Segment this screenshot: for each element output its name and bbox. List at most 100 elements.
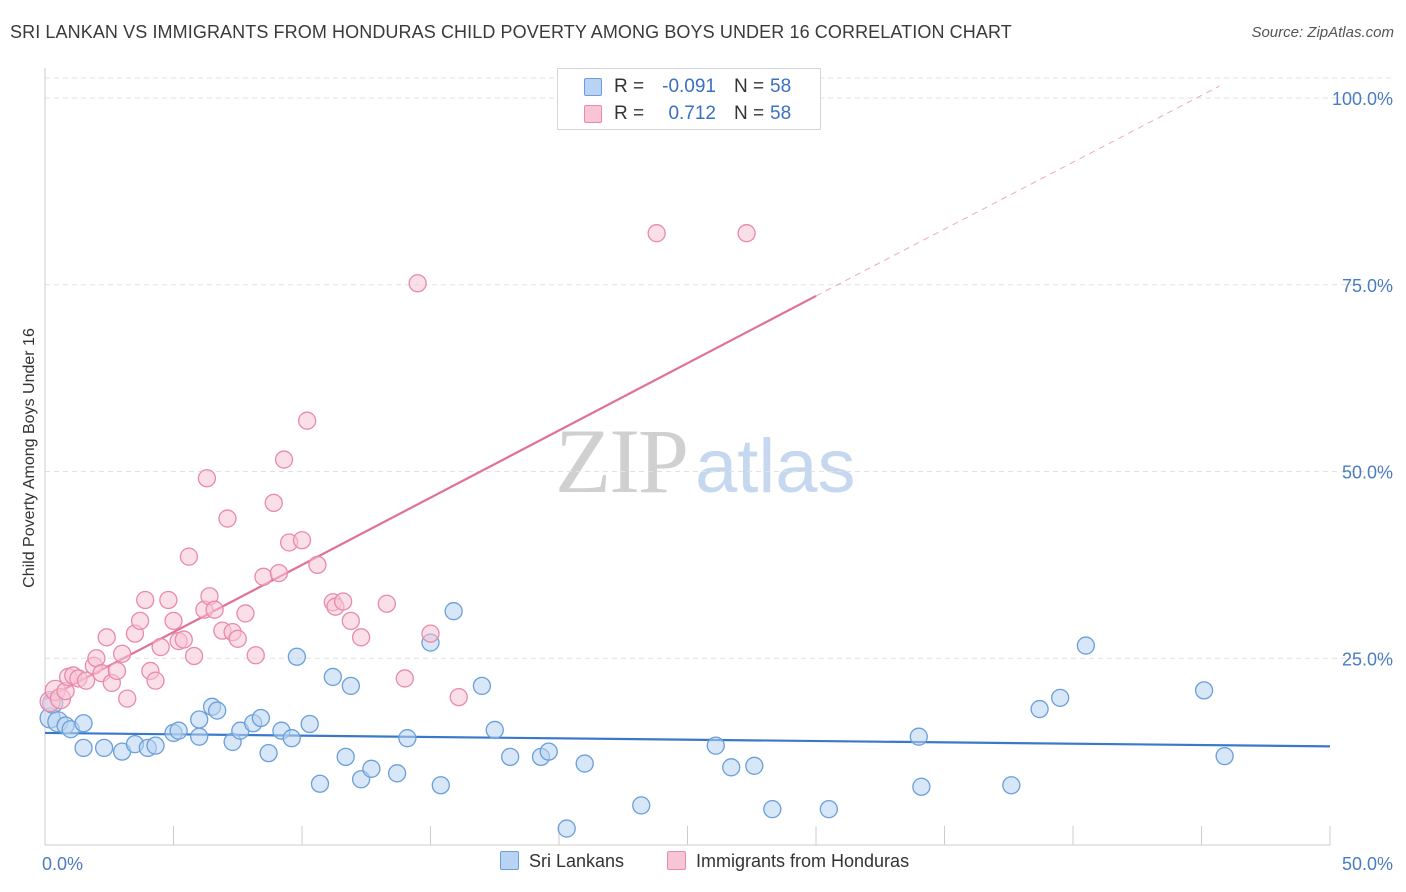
point-sri-lankans (1030, 699, 1049, 719)
point-honduras (184, 646, 204, 666)
point-honduras (647, 224, 666, 243)
point-sri-lankans (575, 754, 594, 773)
point-sri-lankans (287, 647, 307, 666)
tick-label-layer: 25.0% 50.0% 75.0% 100.0% 0.0% 50.0% (42, 89, 1393, 874)
point-honduras (236, 604, 255, 623)
point-sri-lankans (282, 729, 301, 748)
trend-line-sri-lankans (44, 731, 1331, 748)
y-tick-label: 75.0% (1342, 276, 1393, 296)
trend-layer (44, 85, 1331, 748)
source-label: Source: ZipAtlas.com (1251, 24, 1394, 41)
point-honduras (151, 637, 170, 657)
point-honduras (246, 646, 265, 665)
point-sri-lankans (763, 799, 782, 819)
point-sri-lankans (539, 742, 558, 761)
legend-n-value: 58 (770, 103, 792, 124)
point-sri-lankans (912, 777, 931, 796)
point-sri-lankans (431, 776, 450, 795)
point-honduras (205, 600, 224, 619)
legend-swatch-blue (500, 851, 519, 870)
point-sri-lankans (190, 727, 209, 746)
series-legend: Sri Lankans Immigrants from Honduras (0, 851, 1406, 879)
point-sri-lankans (387, 764, 407, 783)
y-tick-label: 100.0% (1332, 89, 1393, 109)
x-tick-label: 0.0% (42, 854, 83, 874)
point-honduras (118, 689, 137, 708)
point-sri-lankans (310, 774, 330, 793)
point-honduras (449, 687, 468, 707)
legend-n-label: N = (734, 76, 765, 97)
legend-item-label: Sri Lankans (529, 851, 625, 871)
point-sri-lankans (336, 747, 355, 767)
point-sri-lankans (1051, 688, 1070, 707)
point-sri-lankans (190, 710, 209, 729)
point-sri-lankans (362, 759, 381, 778)
point-sri-lankans (632, 796, 651, 815)
points-layer (39, 224, 1234, 838)
watermark: ZIP atlas (555, 408, 856, 514)
point-sri-lankans (146, 736, 165, 755)
point-honduras (297, 411, 317, 430)
point-honduras (107, 661, 127, 681)
point-honduras (159, 590, 178, 610)
point-honduras (308, 555, 327, 575)
point-sri-lankans (557, 819, 576, 838)
point-sri-lankans (74, 738, 93, 758)
legend-row-sri-lankans: R = -0.091 N = 58 (558, 74, 820, 100)
legend-n-value: 58 (770, 76, 792, 97)
grid-layer (45, 77, 1392, 659)
point-honduras (174, 630, 193, 649)
point-sri-lankans (259, 743, 278, 763)
point-honduras (341, 611, 360, 631)
y-tick-label: 50.0% (1342, 463, 1393, 483)
point-honduras (274, 450, 294, 469)
point-honduras (395, 669, 414, 688)
point-sri-lankans (745, 756, 764, 775)
point-honduras (179, 547, 199, 566)
point-sri-lankans (398, 729, 417, 748)
point-sri-lankans (208, 701, 227, 720)
point-honduras (264, 493, 283, 513)
point-sri-lankans (251, 708, 271, 728)
legend-row-honduras: R = 0.712 N = 58 (558, 101, 820, 127)
legend-r-label: R = (614, 103, 645, 124)
point-honduras (351, 628, 371, 647)
point-honduras (408, 274, 427, 293)
point-sri-lankans (74, 714, 93, 733)
x-tick-label: 50.0% (1342, 854, 1393, 874)
point-honduras (136, 590, 155, 610)
point-honduras (164, 611, 183, 631)
point-sri-lankans (1002, 776, 1021, 795)
correlation-legend: R = -0.091 N = 58 R = 0.712 N = 58 (557, 68, 821, 130)
legend-item-honduras[interactable]: Immigrants from Honduras (667, 851, 909, 872)
legend-item-label: Immigrants from Honduras (696, 851, 910, 871)
watermark-atlas: atlas (695, 424, 856, 509)
point-honduras (737, 224, 756, 243)
trend-line-honduras (44, 294, 817, 701)
point-honduras (421, 624, 440, 643)
point-sri-lankans (909, 727, 928, 746)
point-sri-lankans (1076, 636, 1095, 655)
legend-n-label: N = (734, 103, 765, 124)
point-sri-lankans (94, 738, 114, 758)
legend-item-sri-lankans[interactable]: Sri Lankans (500, 851, 624, 872)
point-honduras (97, 628, 116, 647)
point-honduras (130, 611, 150, 631)
point-honduras (333, 592, 353, 611)
point-honduras (76, 671, 96, 690)
legend-swatch-pink (667, 851, 686, 870)
point-sri-lankans (706, 736, 725, 755)
y-tick-label: 25.0% (1342, 649, 1393, 669)
chart-title: SRI LANKAN VS IMMIGRANTS FROM HONDURAS C… (10, 22, 1012, 42)
point-sri-lankans (485, 720, 504, 740)
point-sri-lankans (501, 747, 520, 767)
point-honduras (254, 567, 273, 586)
point-honduras (292, 531, 312, 550)
legend-swatch-blue (584, 78, 602, 96)
watermark-zip: ZIP (555, 410, 689, 512)
trend-extension-honduras (815, 85, 1220, 297)
legend-r-label: R = (614, 76, 645, 97)
point-honduras (377, 594, 396, 613)
point-sri-lankans (819, 799, 838, 819)
